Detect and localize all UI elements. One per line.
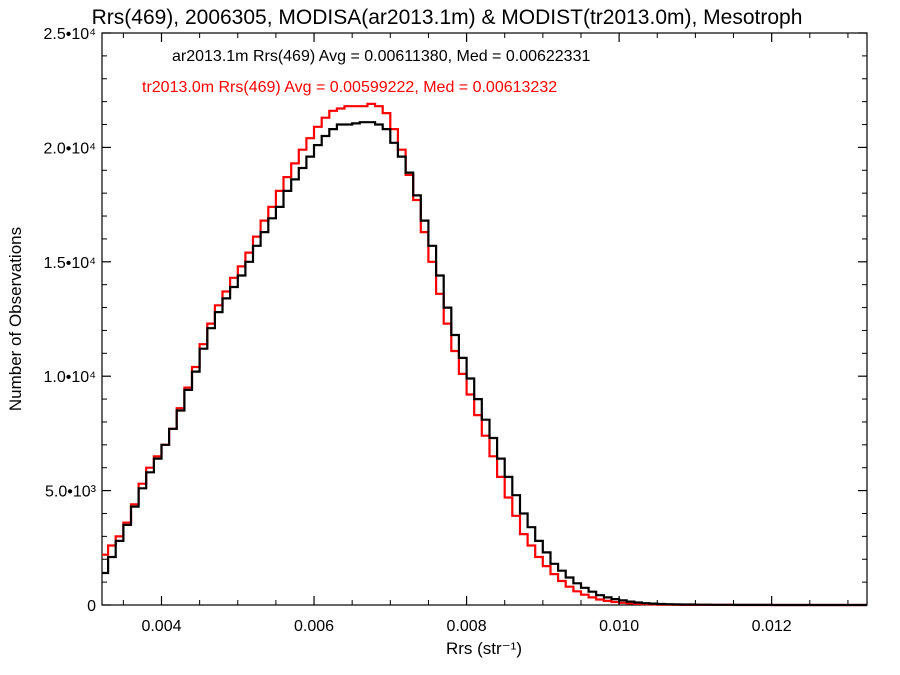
legend-entry-ar2013: ar2013.1m Rrs(469) Avg = 0.00611380, Med… xyxy=(172,48,590,65)
x-axis-title: Rrs (str⁻¹) xyxy=(446,639,522,658)
y-axis: 0 5.0•10³ 1.0•10⁴ 1.5•10⁴ 2.0•10⁴ 2.5•10⁴ xyxy=(43,26,867,615)
chart-title: Rrs(469), 2006305, MODISA(ar2013.1m) & M… xyxy=(92,6,803,29)
y-axis-title: Number of Observations xyxy=(6,227,25,411)
y-tick-label: 5.0•10³ xyxy=(45,484,97,501)
y-tick-label: 1.0•10⁴ xyxy=(43,369,96,386)
series-layer xyxy=(102,102,867,607)
y-tick-label: 0 xyxy=(87,598,96,615)
x-tick-label: 0.008 xyxy=(447,618,487,635)
x-axis: 0.004 0.006 0.008 0.010 0.012 xyxy=(122,33,849,635)
plot-frame xyxy=(101,32,868,606)
y-tick-label: 2.0•10⁴ xyxy=(43,140,96,157)
y-tick-label: 2.5•10⁴ xyxy=(43,26,96,43)
x-tick-label: 0.012 xyxy=(752,618,792,635)
x-tick-label: 0.004 xyxy=(141,618,181,635)
legend-entry-tr2013: tr2013.0m Rrs(469) Avg = 0.00599222, Med… xyxy=(142,79,557,96)
x-tick-label: 0.006 xyxy=(294,618,334,635)
y-tick-label: 1.5•10⁴ xyxy=(43,255,96,272)
series-line-1 xyxy=(102,102,867,607)
series-line-0 xyxy=(102,121,867,607)
x-tick-label: 0.010 xyxy=(599,618,639,635)
